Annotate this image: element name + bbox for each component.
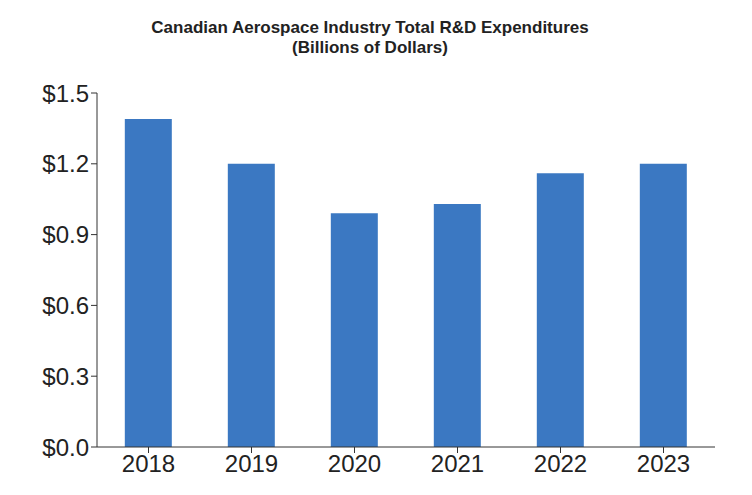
svg-text:$0.9: $0.9	[42, 221, 89, 248]
svg-text:2019: 2019	[225, 450, 278, 477]
svg-text:$0.0: $0.0	[42, 434, 89, 461]
svg-text:2018: 2018	[122, 450, 175, 477]
html-text:(Billions of Dollars): (Billions of Dollars)	[292, 38, 448, 57]
svg-text:2021: 2021	[431, 450, 484, 477]
svg-text:$0.6: $0.6	[42, 292, 89, 319]
svg-text:$1.2: $1.2	[42, 150, 89, 177]
svg-text:2022: 2022	[534, 450, 587, 477]
html-text:Canadian Aerospace Industry To: Canadian Aerospace Industry Total R&D Ex…	[151, 18, 589, 37]
svg-text:$0.3: $0.3	[42, 363, 89, 390]
svg-text:$1.5: $1.5	[42, 80, 89, 107]
svg-text:2020: 2020	[328, 450, 381, 477]
svg-text:2023: 2023	[637, 450, 690, 477]
